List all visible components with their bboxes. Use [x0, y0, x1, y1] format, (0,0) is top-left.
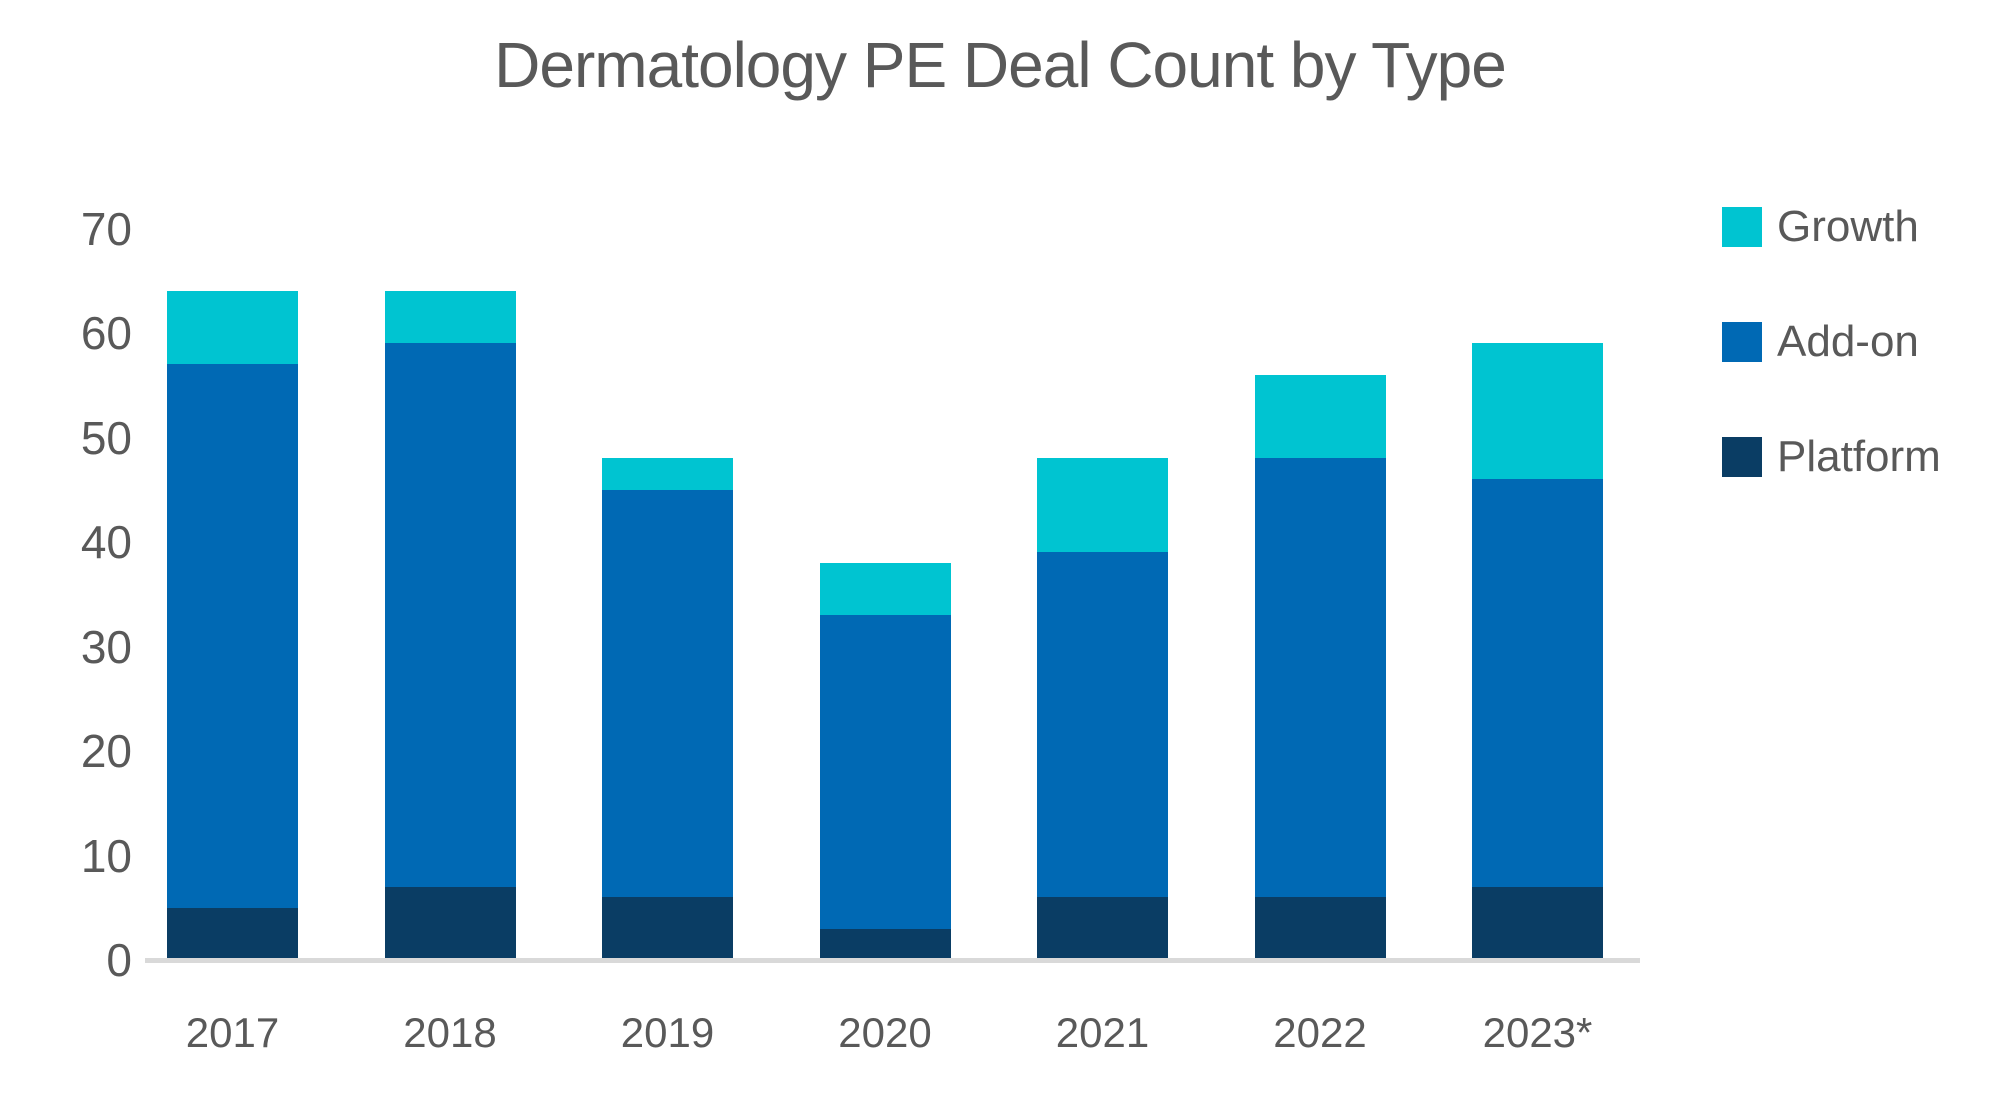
bar-2020-growth-segment — [819, 562, 951, 616]
bar-2019-growth-segment — [602, 458, 733, 490]
x-label-2020: 2020 — [838, 1009, 932, 1056]
bar-2023-growth-segment — [1472, 343, 1603, 480]
y-tick-20: 20 — [80, 725, 132, 777]
bar-2019-platform-segment — [602, 897, 733, 960]
bar-2023-platform-segment — [1472, 886, 1603, 960]
y-tick-30: 30 — [80, 620, 132, 673]
bar-2022-platform-segment — [1254, 897, 1386, 960]
bar-2022-addon-segment — [1254, 458, 1386, 898]
x-axis-line — [145, 958, 1640, 963]
chart-title: Dermatology PE Deal Count by Type — [494, 29, 1507, 101]
x-label-2019: 2019 — [620, 1009, 715, 1056]
bar-2021-growth-segment — [1037, 458, 1168, 553]
bar-2017-platform-segment — [167, 907, 298, 960]
bar-2020-addon-segment — [819, 615, 951, 929]
bar-2017-addon-segment — [167, 364, 298, 908]
y-tick-0: 0 — [106, 934, 132, 986]
legend-label-addon: Add-on — [1777, 317, 1919, 366]
y-tick-50: 50 — [80, 411, 132, 464]
legend-swatch-addon-icon — [1722, 322, 1762, 362]
y-tick-10: 10 — [80, 829, 132, 882]
legend-item-platform: Platform — [1722, 433, 1941, 481]
bar-2023-addon-segment — [1472, 479, 1603, 887]
legend-item-addon: Add-on — [1722, 318, 1919, 366]
x-label-2021: 2021 — [1055, 1009, 1150, 1056]
bar-2020-platform-segment — [819, 928, 951, 960]
x-label-2018: 2018 — [403, 1009, 497, 1056]
bar-2018-platform-segment — [384, 886, 516, 960]
bar-2019-addon-segment — [602, 489, 733, 898]
legend-label-platform: Platform — [1777, 432, 1941, 481]
bar-2022-growth-segment — [1254, 374, 1386, 459]
y-tick-40: 40 — [80, 516, 132, 568]
y-tick-70: 70 — [80, 202, 132, 255]
legend-swatch-platform-icon — [1722, 437, 1762, 477]
x-label-2017: 2017 — [185, 1009, 280, 1056]
x-label-2023: 2023* — [1482, 1009, 1593, 1056]
y-tick-60: 60 — [80, 307, 132, 359]
x-label-2022: 2022 — [1273, 1009, 1367, 1056]
bar-2021-addon-segment — [1037, 552, 1168, 898]
bar-2018-growth-segment — [384, 291, 516, 344]
bar-2017-growth-segment — [167, 291, 298, 365]
legend-item-growth: Growth — [1722, 203, 1919, 251]
bar-2018-addon-segment — [384, 343, 516, 887]
legend-label-growth: Growth — [1777, 202, 1919, 251]
legend-swatch-growth-icon — [1722, 207, 1762, 247]
bar-2021-platform-segment — [1037, 897, 1168, 960]
